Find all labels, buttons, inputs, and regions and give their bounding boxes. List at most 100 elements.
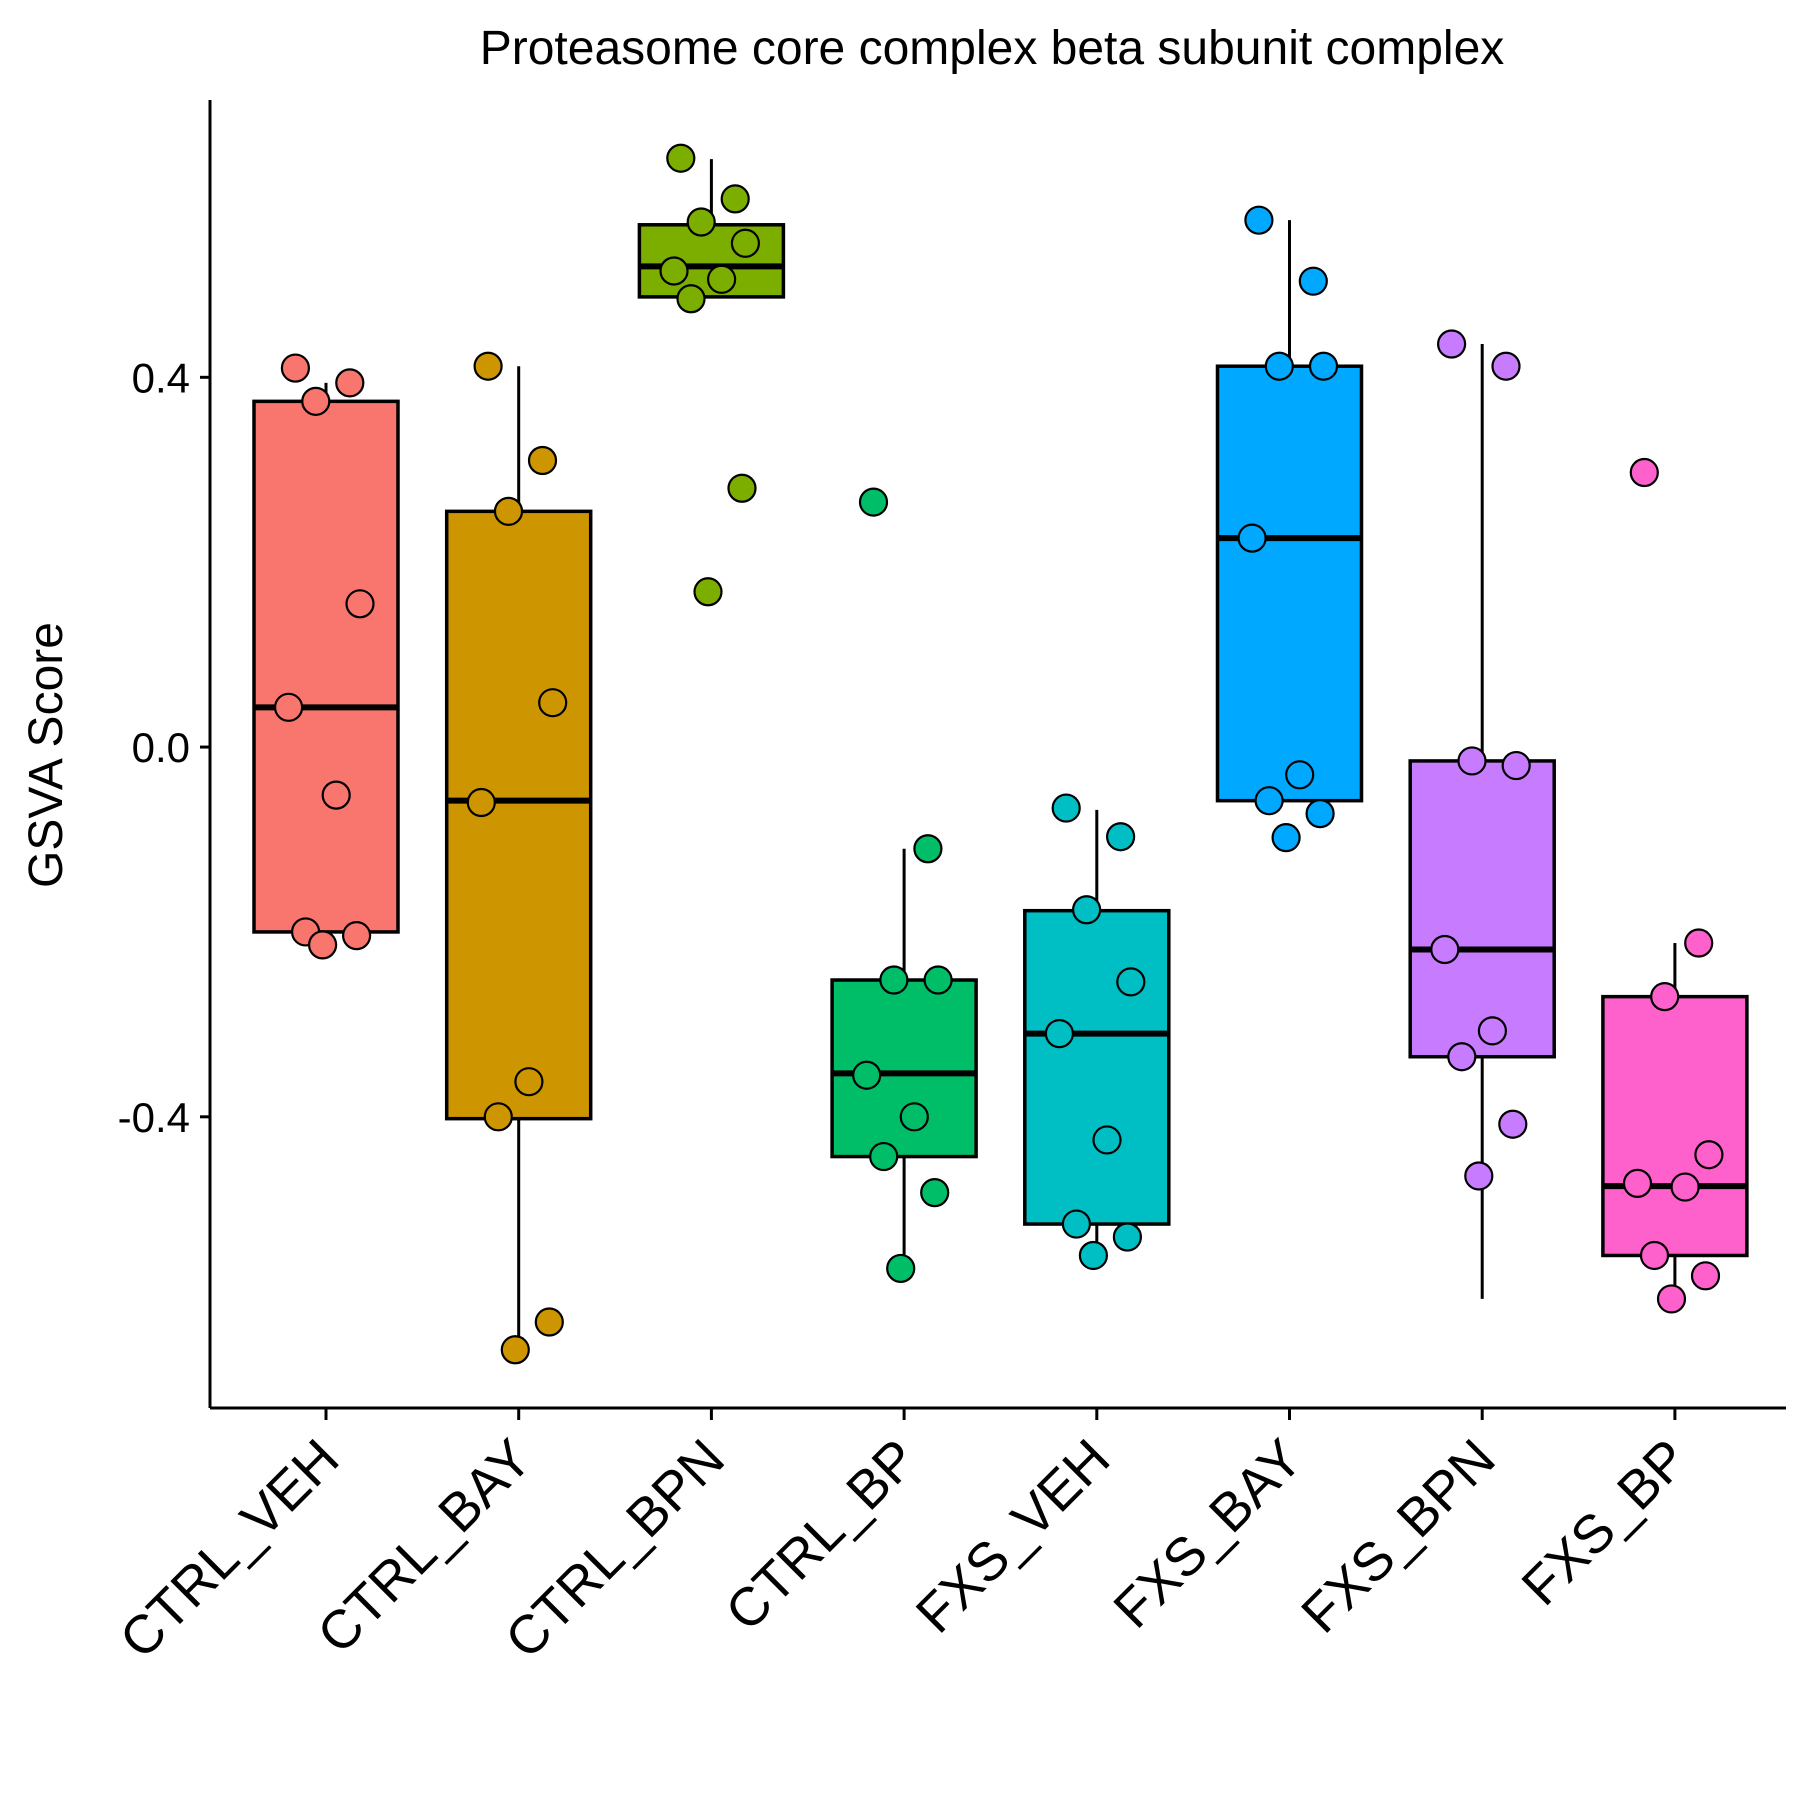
data-point: [493, 496, 524, 526]
data-point: [1639, 1240, 1670, 1271]
data-point: [500, 1335, 530, 1365]
data-point: [301, 386, 331, 416]
data-point: [1436, 329, 1467, 359]
data-point: [1684, 928, 1714, 958]
y-tick-label: 0.4: [132, 354, 190, 401]
data-point: [666, 143, 696, 173]
data-point: [1061, 1209, 1092, 1239]
x-axis: CTRL_VEHCTRL_BAYCTRL_BPNCTRL_BPFXS_VEHFX…: [109, 1408, 1700, 1670]
data-point: [1690, 1261, 1721, 1291]
data-point: [913, 834, 943, 864]
data-point: [280, 353, 310, 383]
data-point: [1105, 822, 1136, 852]
data-point: [899, 1102, 929, 1132]
data-point: [1237, 523, 1267, 553]
data-point: [538, 688, 568, 718]
data-point: [274, 692, 304, 722]
box: [1601, 994, 1749, 1258]
data-point: [727, 473, 757, 503]
data-point: [1285, 760, 1315, 790]
data-point: [1501, 750, 1531, 781]
data-point: [342, 921, 372, 951]
x-tick-label: FXS_BPN: [1290, 1428, 1506, 1644]
box-group-ctrl-bp: [830, 487, 978, 1284]
data-point: [1254, 786, 1284, 816]
data-point: [1305, 799, 1335, 829]
data-point: [1650, 982, 1680, 1012]
data-point: [1498, 1109, 1528, 1139]
data-point: [720, 184, 750, 214]
data-point: [1656, 1284, 1687, 1314]
x-tick-label: CTRL_VEH: [109, 1428, 351, 1670]
data-point: [1430, 934, 1460, 965]
data-point: [534, 1307, 564, 1337]
plot-area: [252, 143, 1749, 1365]
data-point: [1078, 1240, 1109, 1271]
data-point: [676, 284, 706, 314]
data-point: [527, 445, 558, 476]
y-axis-label: GSVA Score: [20, 622, 73, 888]
data-point: [923, 965, 953, 995]
data-point: [858, 487, 889, 517]
data-point: [706, 264, 737, 294]
data-point: [730, 228, 761, 258]
box-group-ctrl-veh: [252, 353, 400, 960]
y-tick-label: -0.4: [118, 1094, 190, 1141]
x-tick-label: CTRL_BP: [714, 1428, 928, 1642]
box-group-fxs-veh: [1023, 793, 1171, 1271]
data-point: [1629, 457, 1659, 488]
data-point: [879, 965, 909, 995]
data-point: [1477, 1016, 1508, 1046]
data-point: [1298, 266, 1328, 296]
x-tick-label: FXS_BAY: [1102, 1428, 1314, 1640]
box-group-fxs-bay: [1215, 205, 1364, 853]
x-tick-label: FXS_VEH: [905, 1428, 1121, 1644]
data-point: [1116, 967, 1146, 997]
data-point: [1092, 1125, 1122, 1155]
data-point: [1271, 823, 1301, 853]
y-axis: 0.4 0.0 -0.4: [118, 354, 210, 1141]
data-point: [1447, 1042, 1477, 1072]
box: [1408, 759, 1556, 1059]
data-point: [920, 1178, 950, 1208]
data-point: [473, 351, 503, 381]
box: [830, 978, 978, 1159]
data-point: [335, 368, 365, 398]
data-point: [686, 207, 716, 237]
data-point: [1308, 351, 1339, 381]
box-group-fxs-bp: [1601, 457, 1749, 1314]
data-point: [1464, 1161, 1494, 1191]
data-point: [466, 787, 496, 818]
data-point: [1071, 895, 1102, 925]
box-group-ctrl-bpn: [637, 143, 786, 607]
data-point: [483, 1102, 513, 1132]
box: [444, 509, 593, 1121]
data-point: [1457, 746, 1487, 776]
box-group-fxs-bpn: [1408, 329, 1556, 1299]
data-point: [693, 577, 723, 607]
box: [1215, 364, 1364, 803]
data-point: [1112, 1222, 1143, 1252]
data-point: [1264, 351, 1294, 381]
y-tick-label: 0.0: [132, 724, 190, 771]
data-point: [886, 1253, 916, 1284]
chart-title: Proteasome core complex beta subunit com…: [480, 22, 1505, 75]
data-point: [852, 1060, 882, 1090]
data-point: [1244, 205, 1274, 235]
data-point: [514, 1067, 544, 1097]
data-point: [1694, 1140, 1724, 1170]
x-tick-label: FXS_BP: [1511, 1428, 1700, 1617]
box: [252, 399, 400, 934]
box-group-ctrl-bay: [444, 351, 593, 1365]
data-point: [1044, 1019, 1075, 1049]
data-point: [1491, 351, 1521, 381]
data-point: [345, 589, 375, 619]
data-point: [308, 930, 338, 960]
data-point: [1670, 1172, 1700, 1202]
data-point: [659, 256, 689, 286]
data-point: [1622, 1168, 1653, 1198]
data-point: [321, 780, 351, 810]
data-point: [869, 1141, 899, 1172]
data-point: [1051, 793, 1081, 823]
